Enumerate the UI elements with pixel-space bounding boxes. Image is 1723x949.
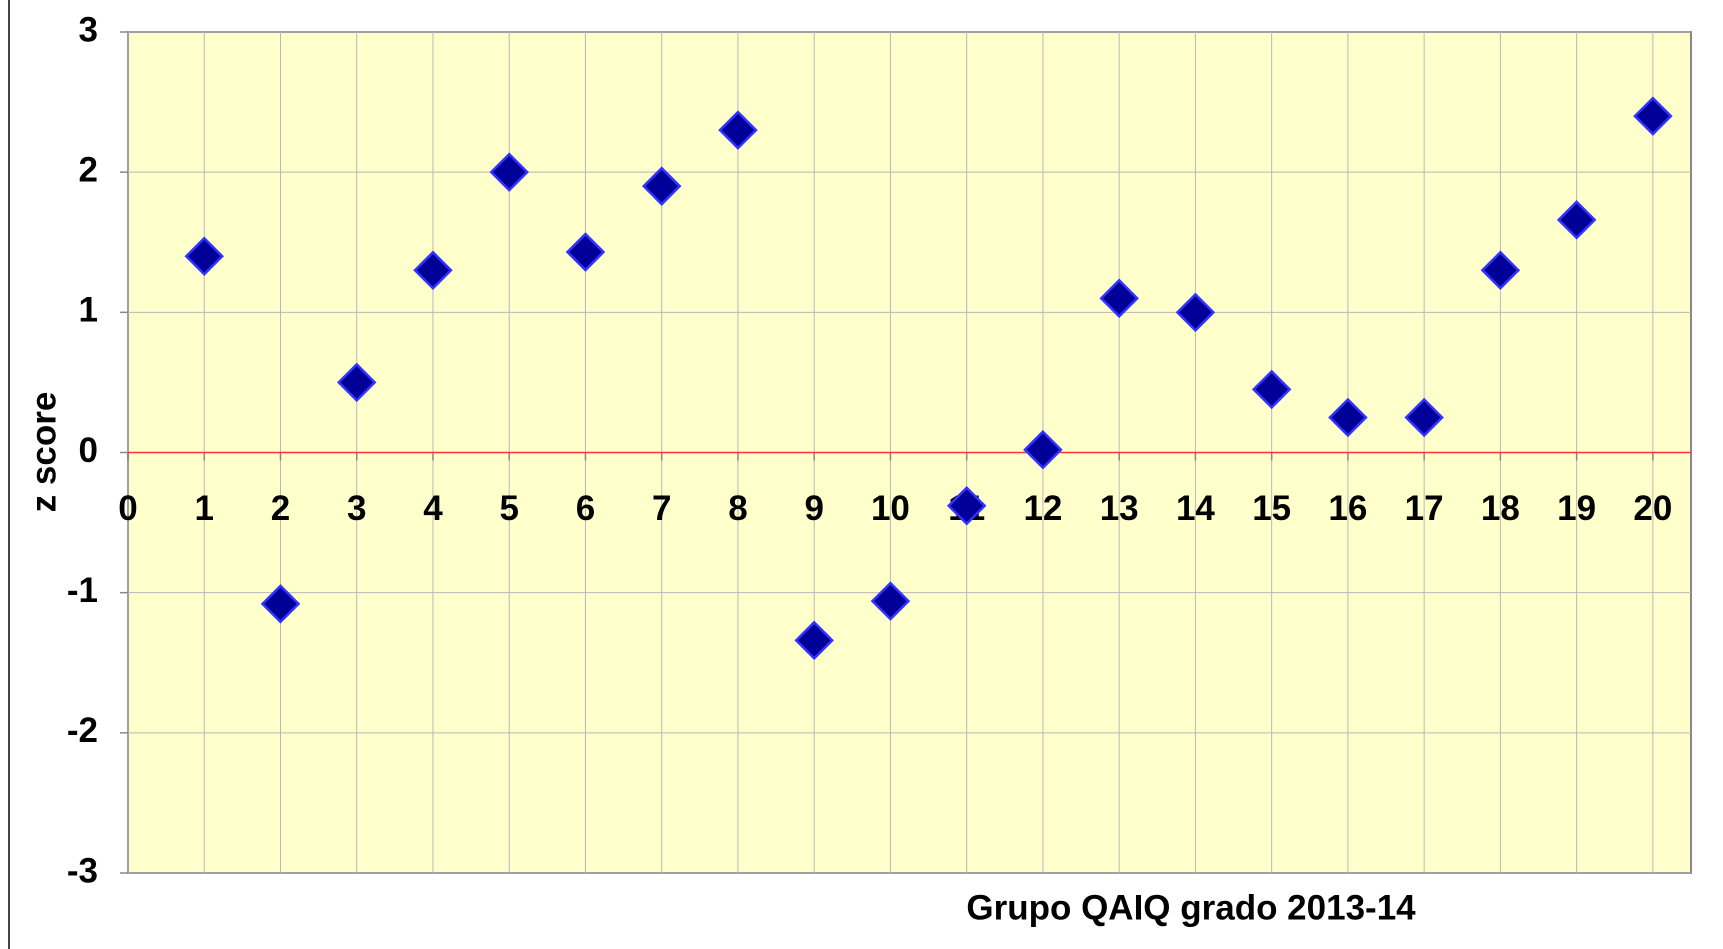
x-tick-label: 2 [271, 489, 290, 528]
x-tick-label: 4 [423, 489, 443, 528]
x-tick-label: 8 [728, 489, 747, 528]
marker [641, 166, 682, 206]
x-tick-label: 16 [1328, 489, 1367, 528]
x-axis-label: Grupo QAIQ grado 2013-14 [966, 888, 1416, 927]
marker [1023, 429, 1063, 470]
x-tick-label: 6 [576, 489, 595, 528]
x-tick-label: 12 [1023, 489, 1062, 528]
x-tick-label: 3 [347, 489, 366, 528]
marker [1404, 397, 1444, 438]
marker [1556, 200, 1597, 240]
x-tick-label: 0 [118, 489, 137, 528]
marker [260, 584, 301, 624]
y-tick-label: 0 [79, 431, 98, 470]
y-tick-label: -2 [67, 711, 98, 750]
marker [1328, 397, 1368, 438]
x-tick-label: 15 [1252, 489, 1291, 528]
x-tick-label: 20 [1633, 489, 1672, 528]
marker [794, 620, 834, 661]
x-tick-label: 5 [499, 489, 518, 528]
marker [184, 236, 225, 277]
marker [1480, 250, 1521, 291]
x-tick-label: 17 [1405, 489, 1444, 528]
y-tick-label: 3 [79, 10, 98, 49]
x-tick-label: 19 [1557, 489, 1596, 528]
marker [565, 232, 606, 272]
x-tick-label: 7 [652, 489, 671, 528]
y-tick-label: 2 [79, 150, 98, 189]
marker [870, 581, 911, 621]
marker [946, 485, 987, 526]
x-tick-label: 14 [1176, 489, 1215, 528]
x-tick-label: 18 [1481, 489, 1520, 528]
marker [718, 110, 758, 150]
x-tick-label: 1 [195, 489, 214, 528]
marker [413, 250, 453, 291]
marker [1633, 96, 1673, 136]
x-tick-label: 13 [1100, 489, 1139, 528]
marker [1251, 369, 1292, 410]
marker [336, 362, 377, 403]
y-tick-label: -1 [67, 571, 98, 610]
y-axis-label: z score [24, 392, 63, 513]
marker [1175, 292, 1216, 333]
marker [1099, 278, 1139, 319]
y-tick-label: -3 [67, 851, 98, 890]
x-tick-label: 9 [804, 489, 823, 528]
y-tick-label: 1 [79, 291, 98, 330]
x-tick-label: 10 [871, 489, 910, 528]
marker [489, 152, 529, 192]
